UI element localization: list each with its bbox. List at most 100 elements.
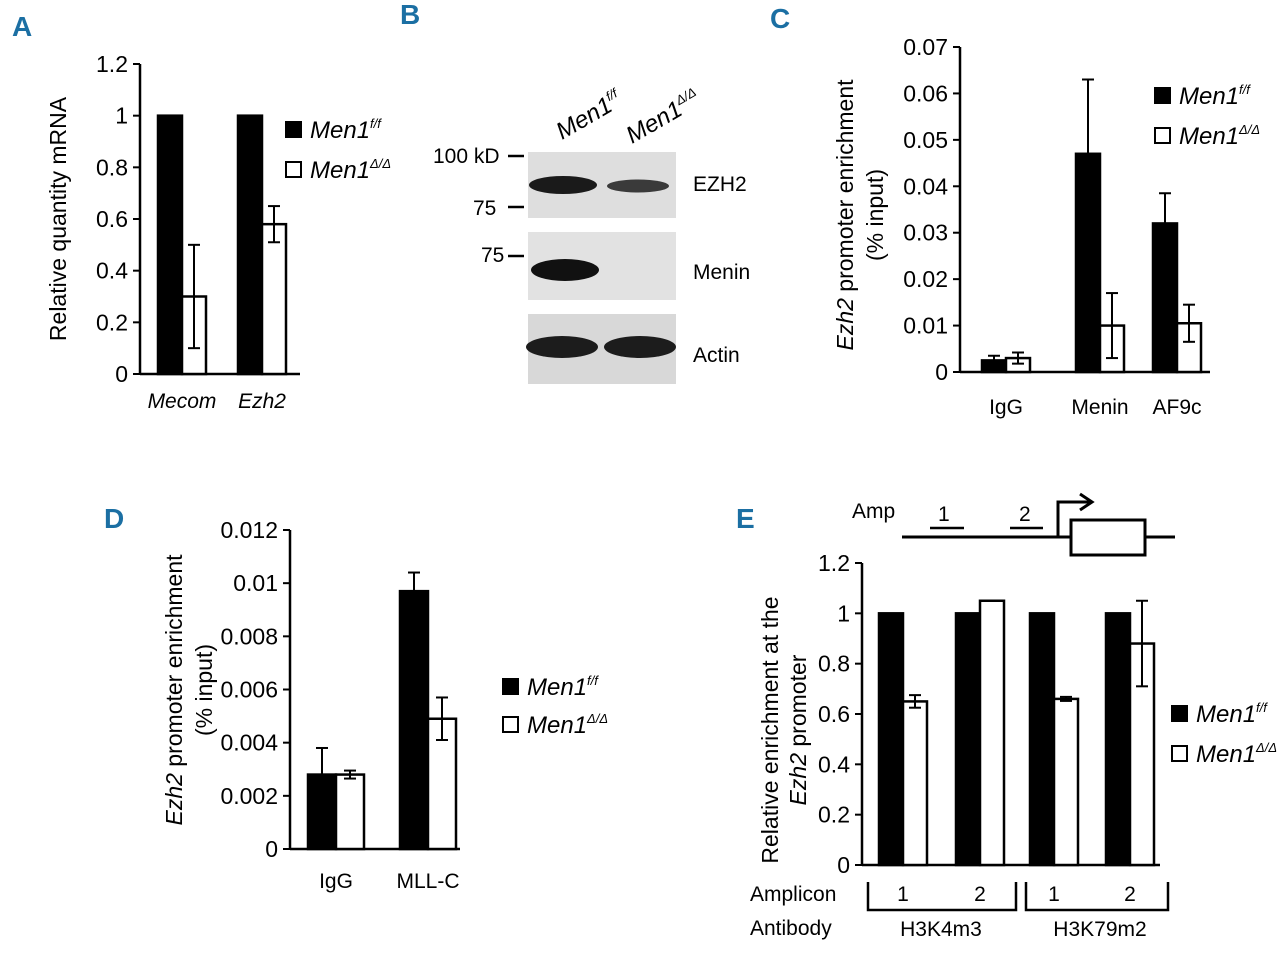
y-tick-label: 0 <box>935 359 948 385</box>
legend-label-men1-ff: Men1f/f <box>310 116 382 144</box>
chart-panel-c: 0 0.01 0.02 0.03 0.04 0.05 0.06 0.07 IgG Menin AF9… <box>832 34 1260 419</box>
y-tick-label: 0.8 <box>818 651 850 677</box>
panel-letter-a: A <box>12 11 32 42</box>
bar-men1-ff <box>1028 612 1056 867</box>
y-tick-label: 0.012 <box>220 517 278 543</box>
legend-label-men1-dd: Men1Δ/Δ <box>310 156 391 184</box>
y-tick-label: 0.04 <box>903 173 948 199</box>
blot-marker-75b: 75 <box>481 244 504 267</box>
y-tick-label: 0 <box>115 361 128 387</box>
y-tick-label: 1.2 <box>818 550 850 576</box>
legend-label-men1-ff: Men1f/f <box>527 673 599 701</box>
x-tick-label: MLL-C <box>396 870 459 893</box>
blot-lane-label-1: Men1f/f <box>551 85 628 145</box>
legend-label-men1-dd: Men1Δ/Δ <box>1179 122 1260 150</box>
legend-swatch-men1-dd <box>285 161 302 178</box>
y-tick-label: 0.6 <box>818 701 850 727</box>
y-tick-label: 0.03 <box>903 220 948 246</box>
bar-men1-dd <box>978 599 1006 867</box>
y-tick-label: 0.008 <box>220 623 278 649</box>
blot-marker-100kd: 100 kD <box>433 145 500 168</box>
y-tick-label: 0.07 <box>903 34 948 60</box>
bar-men1-dd <box>260 222 288 376</box>
bar-men1-ff <box>398 589 430 851</box>
blot-lane-label-2: Men1Δ/Δ <box>621 84 705 149</box>
x-tick-label: Menin <box>1071 396 1128 419</box>
gene-amp-label: Amp <box>852 500 895 523</box>
y-axis-title: Relative enrichment at the <box>757 596 783 863</box>
bar-men1-ff <box>236 114 264 376</box>
y-tick-label: 0.2 <box>96 309 128 335</box>
y-axis-subtitle: Ezh2 promoter <box>785 654 811 805</box>
legend-label-men1-dd: Men1Δ/Δ <box>527 711 608 739</box>
x-tick-label: IgG <box>319 870 353 893</box>
amplicon-row-label: Amplicon <box>750 883 836 906</box>
blot-band-actin-lane1 <box>526 336 598 358</box>
y-tick-label: 0.8 <box>96 154 128 180</box>
y-tick-label: 0.4 <box>96 258 128 284</box>
y-tick-label: 0.2 <box>818 802 850 828</box>
antibody-group-label: H3K79m2 <box>1053 918 1146 941</box>
legend-swatch-men1-dd <box>502 716 519 733</box>
blot-band-ezh2-lane2 <box>607 179 669 193</box>
blot-band-actin-lane2 <box>604 336 676 358</box>
gene-tss-arrowhead-icon <box>1079 492 1095 512</box>
legend-label-men1-ff: Men1f/f <box>1196 700 1268 728</box>
panel-letter-e: E <box>736 503 755 534</box>
antibody-group-label: H3K4m3 <box>900 918 982 941</box>
bar-men1-ff <box>156 114 184 376</box>
y-axis-title: Ezh2 promoter enrichment <box>832 79 858 351</box>
y-tick-label: 0.05 <box>903 127 948 153</box>
x-tick-label: IgG <box>989 396 1023 419</box>
y-axis-subtitle: (% input) <box>862 169 888 261</box>
panel-letter-d: D <box>104 503 124 534</box>
y-tick-label: 1.2 <box>96 51 128 77</box>
antibody-group-bracket <box>866 882 1018 912</box>
legend-swatch-men1-dd <box>1154 127 1171 144</box>
x-tick-label: AF9c <box>1152 396 1201 419</box>
bar-men1-ff <box>954 612 982 867</box>
y-tick-label: 0.002 <box>220 783 278 809</box>
chart-panel-e: 0 0.2 0.4 0.6 0.8 1 1.2 1 2 1 2 Men1f/f Men1Δ/Δ Relat… <box>750 550 1277 941</box>
legend-swatch-men1-ff <box>1154 87 1171 104</box>
gene-diagram: Amp 1 2 <box>852 492 1175 557</box>
x-tick-label: Ezh2 <box>238 390 286 413</box>
y-axis-title: Ezh2 promoter enrichment <box>161 554 187 826</box>
gene-exon-box <box>1069 518 1147 557</box>
x-tick-label: 1 <box>897 883 909 906</box>
y-tick-label: 0.06 <box>903 80 948 106</box>
y-tick-label: 0.4 <box>818 751 850 777</box>
antibody-row-label: Antibody <box>750 917 832 940</box>
y-tick-label: 0.02 <box>903 266 948 292</box>
chart-panel-a: 0 0.2 0.4 0.6 0.8 1 1.2 Mecom Ezh2 Men1f/f Men1Δ/Δ… <box>45 51 391 413</box>
panel-letter-b: B <box>400 0 420 30</box>
blot-band-label-actin: Actin <box>693 344 740 367</box>
gene-tss-arrow-icon <box>1056 500 1090 537</box>
legend-swatch-men1-ff <box>1171 705 1188 722</box>
y-tick-label: 1 <box>837 600 850 626</box>
x-tick-label: Mecom <box>148 390 217 413</box>
x-tick-label: 2 <box>974 883 986 906</box>
y-tick-label: 0.6 <box>96 206 128 232</box>
y-tick-label: 0 <box>265 836 278 862</box>
x-tick-label: 2 <box>1124 883 1136 906</box>
legend-swatch-men1-ff <box>502 678 519 695</box>
y-tick-label: 0.01 <box>903 313 948 339</box>
panel-letter-c: C <box>770 3 790 34</box>
y-tick-label: 0.004 <box>220 730 278 756</box>
antibody-group-bracket <box>1024 882 1170 912</box>
y-tick-label: 1 <box>115 103 128 129</box>
bar-men1-ff <box>877 612 905 867</box>
blot-band-label-menin: Menin <box>693 261 750 284</box>
blot-marker-75a: 75 <box>473 197 496 220</box>
legend-swatch-men1-dd <box>1171 745 1188 762</box>
legend-label-men1-dd: Men1Δ/Δ <box>1196 740 1277 768</box>
western-blot: Men1f/f Men1Δ/Δ 100 kD 75 75 EZH2 Menin … <box>433 84 750 384</box>
gene-amplicon-1-label: 1 <box>938 503 950 526</box>
y-axis-title: Relative quantity mRNA <box>45 96 71 341</box>
y-axis-subtitle: (% input) <box>191 644 217 736</box>
gene-amplicon-2-label: 2 <box>1019 503 1031 526</box>
bar-men1-dd <box>1052 697 1080 867</box>
blot-band-menin-lane1 <box>531 259 599 281</box>
